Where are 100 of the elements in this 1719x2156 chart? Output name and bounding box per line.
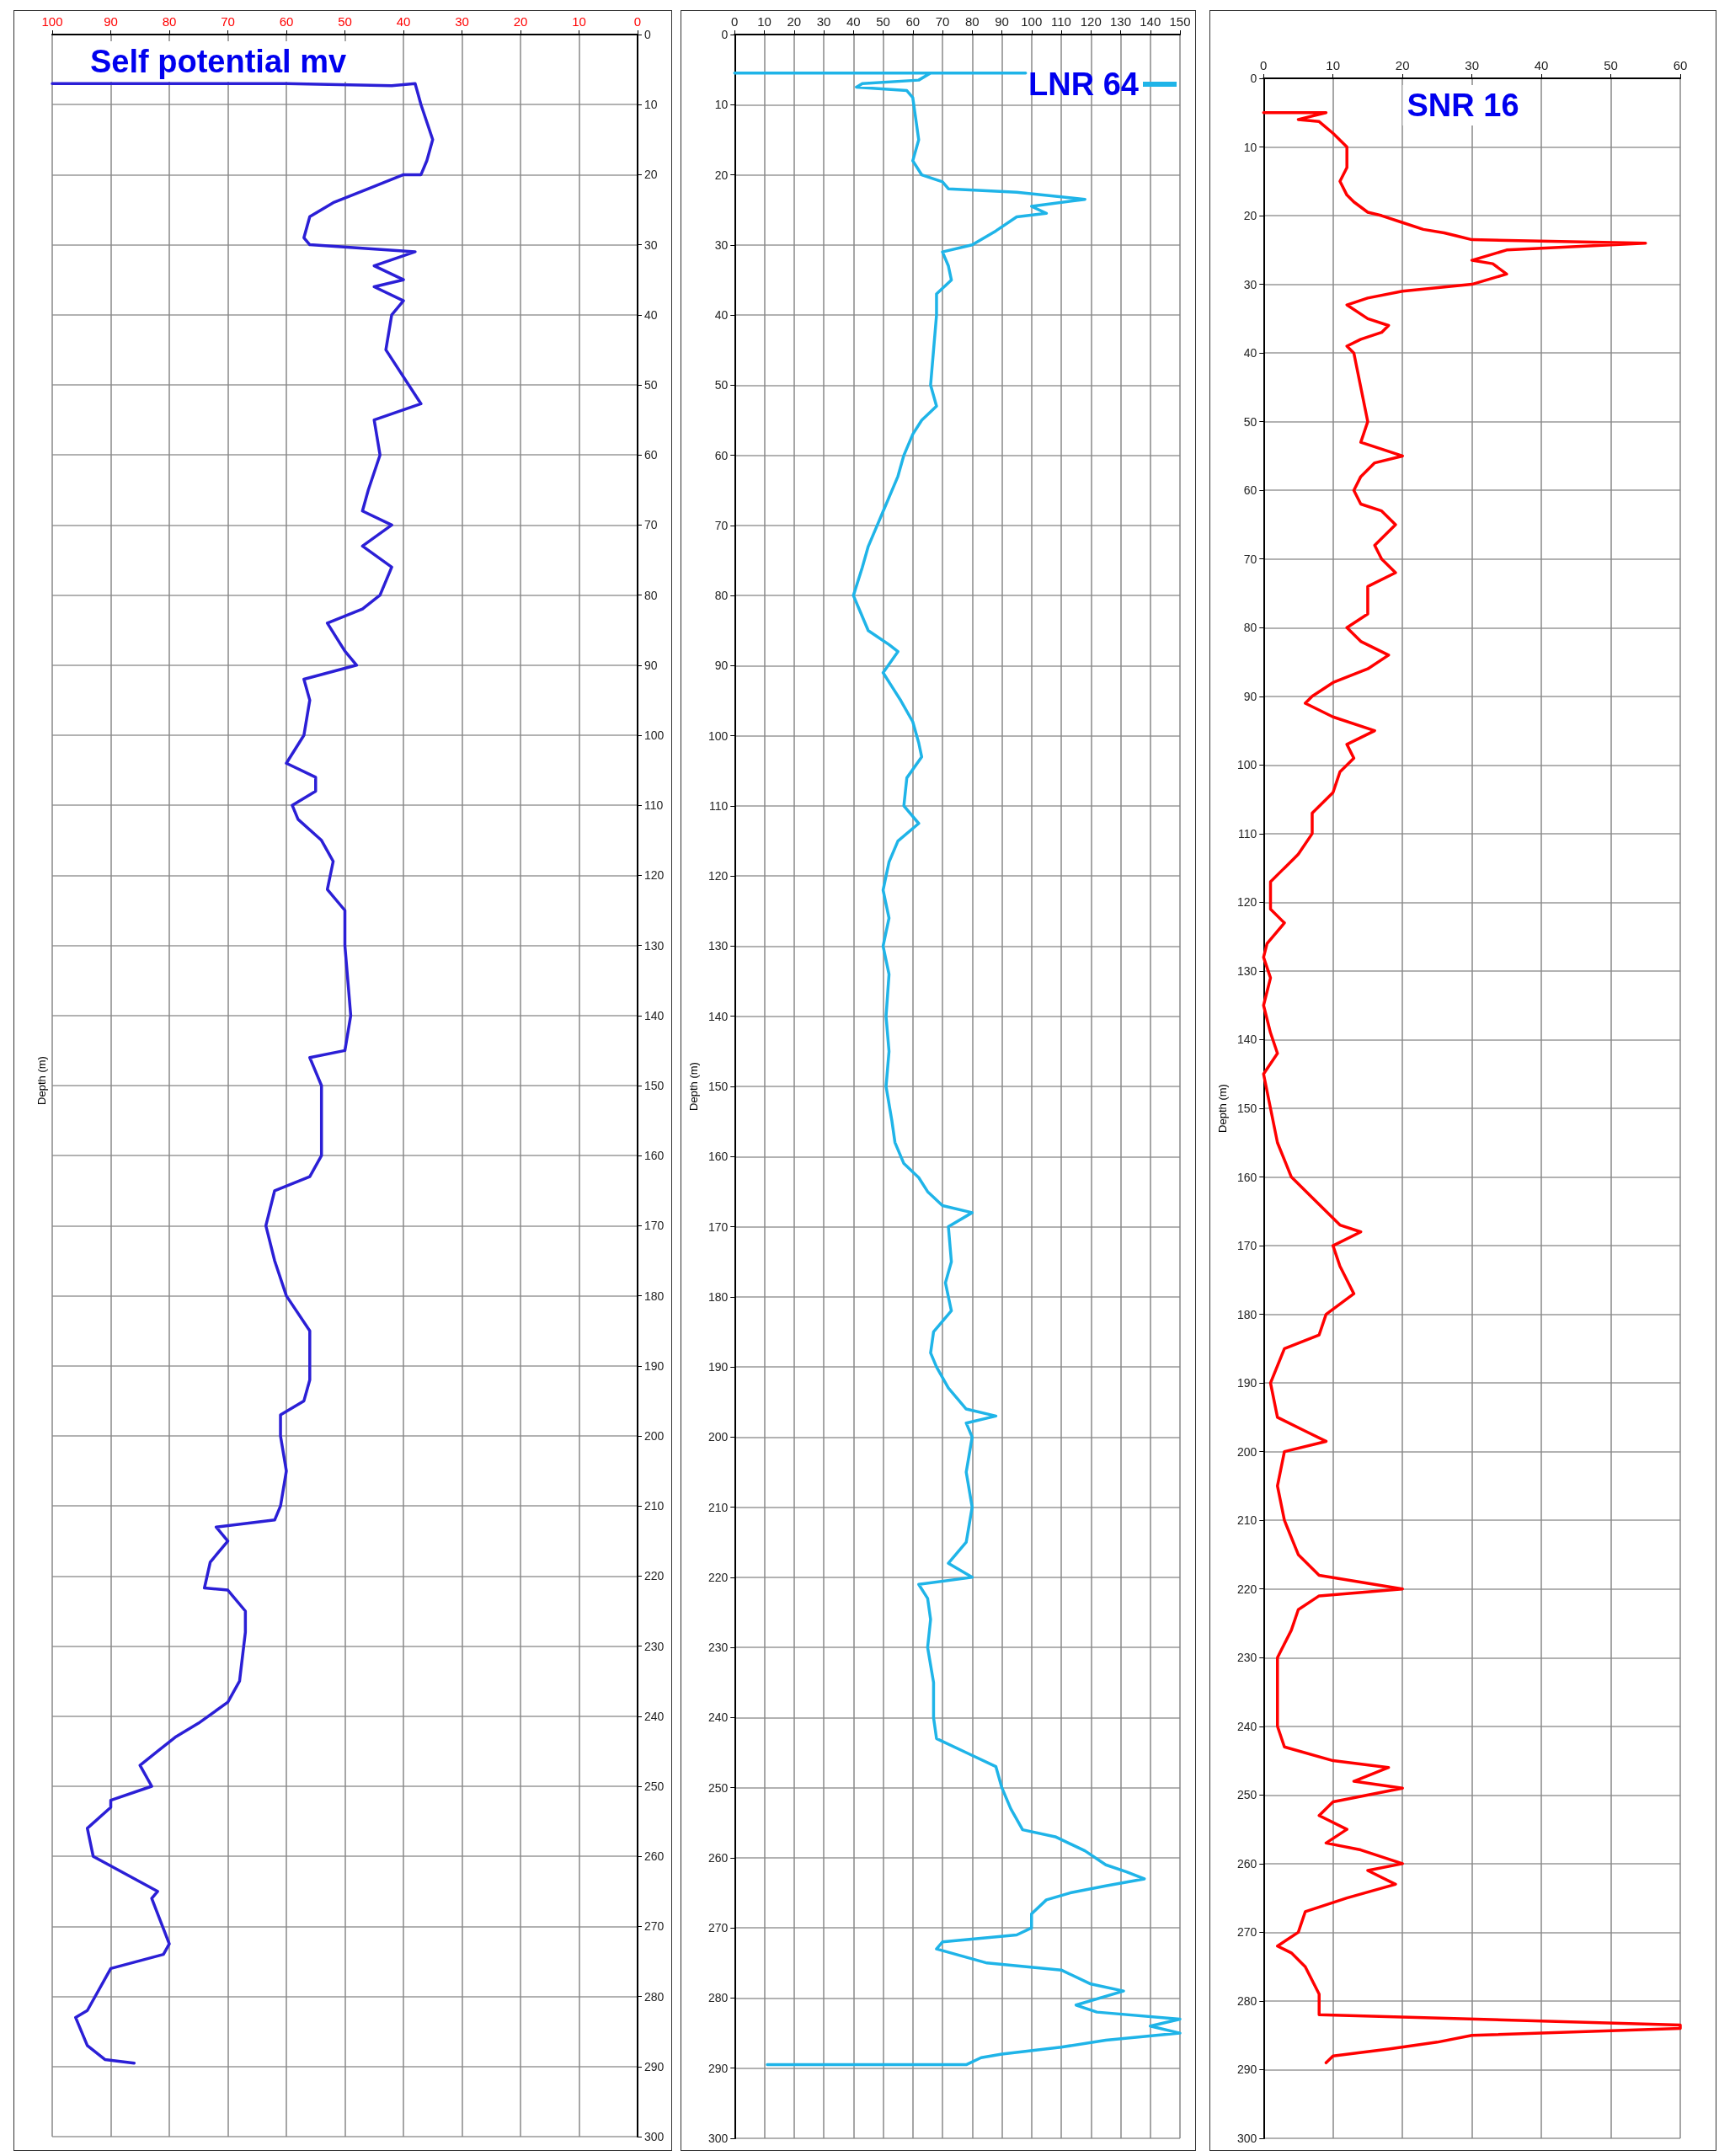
y-tick-label: 200: [707, 1430, 729, 1444]
x-tick-label: 50: [338, 14, 352, 29]
y-tick-label: 80: [714, 589, 729, 603]
y-tick-label: 130: [707, 939, 729, 953]
y-tick-label: 230: [707, 1641, 729, 1655]
x-tick-label: 90: [995, 14, 1009, 29]
x-tick-label: 20: [787, 14, 802, 29]
y-tick-label: 250: [1236, 1788, 1257, 1802]
y-tick-label: 260: [707, 1850, 729, 1865]
chart-title: Self potential mv: [90, 44, 347, 79]
x-tick-label: 70: [221, 14, 235, 29]
y-tick-label: 270: [644, 1919, 665, 1934]
y-tick-label: 50: [1243, 414, 1257, 429]
y-tick-label: 120: [644, 868, 665, 883]
y-tick-label: 260: [644, 1849, 665, 1864]
y-tick-label: 150: [1236, 1102, 1257, 1115]
x-tick-label: 10: [572, 14, 586, 29]
x-tick-label: 130: [1109, 14, 1132, 29]
y-tick-label: 90: [714, 659, 729, 673]
y-tick-label: 50: [714, 378, 729, 392]
y-tick-label: 130: [644, 938, 665, 953]
x-tick-label: 90: [104, 14, 118, 29]
y-tick-label: 190: [707, 1360, 729, 1374]
y-tick-label: 10: [1243, 140, 1257, 154]
y-tick-label: 90: [1243, 689, 1257, 703]
y-tick-label: 30: [1243, 277, 1257, 291]
x-tick-label: 30: [1465, 58, 1479, 72]
x-tick-label: 0: [731, 14, 739, 29]
x-tick-label: 60: [1673, 58, 1688, 72]
x-tick-label: 40: [1534, 58, 1549, 72]
x-tick-label: 10: [1326, 58, 1341, 72]
x-tick-label: 30: [455, 14, 469, 29]
y-tick-label: 90: [644, 658, 658, 672]
y-tick-label: 260: [1236, 1856, 1257, 1870]
y-tick-label: 180: [707, 1289, 729, 1304]
x-tick-label: 0: [633, 14, 642, 29]
y-axis-title: Depth (m): [687, 1062, 700, 1111]
x-tick-label: 150: [1169, 14, 1191, 29]
y-tick-label: 30: [714, 237, 729, 252]
y-tick-label: 180: [1236, 1307, 1257, 1321]
y-tick-label: 80: [644, 588, 658, 602]
y-tick-label: 10: [644, 98, 658, 112]
y-tick-label: 150: [644, 1079, 665, 1092]
y-tick-label: 50: [644, 378, 658, 392]
y-tick-label: 300: [1236, 2132, 1257, 2145]
y-tick-label: 300: [707, 2132, 729, 2145]
x-tick-label: 40: [396, 14, 411, 29]
y-tick-label: 110: [708, 798, 729, 813]
y-tick-label: 210: [1236, 1513, 1257, 1528]
x-tick-label: 80: [964, 14, 980, 29]
y-tick-label: 20: [644, 168, 658, 182]
x-tick-label: 60: [905, 14, 921, 29]
x-tick-label: 100: [1021, 14, 1043, 29]
y-tick-label: 230: [644, 1639, 665, 1653]
x-tick-label: 110: [1051, 14, 1071, 29]
y-tick-label: 190: [644, 1358, 665, 1373]
y-axis-title: Depth (m): [1216, 1084, 1229, 1133]
y-tick-label: 140: [644, 1008, 665, 1022]
y-tick-label: 100: [1236, 758, 1257, 772]
y-tick-label: 220: [1236, 1582, 1257, 1596]
y-tick-label: 240: [1236, 1719, 1257, 1733]
y-tick-label: 240: [644, 1709, 665, 1723]
y-tick-label: 170: [1236, 1239, 1257, 1253]
x-tick-label: 60: [279, 14, 294, 29]
y-tick-label: 70: [644, 518, 658, 532]
y-tick-label: 140: [707, 1009, 729, 1023]
y-tick-label: 20: [1243, 209, 1257, 223]
line-series: [51, 82, 435, 2065]
y-tick-label: 210: [707, 1500, 729, 1514]
legend-label: LNR 64: [1028, 67, 1139, 102]
y-tick-label: 110: [644, 798, 664, 813]
y-tick-label: 0: [721, 28, 729, 41]
x-tick-label: 0: [1260, 58, 1268, 72]
chart-title: SNR 16: [1407, 88, 1519, 123]
y-tick-label: 40: [1243, 346, 1257, 360]
x-tick-label: 50: [876, 14, 890, 29]
y-tick-label: 40: [714, 308, 729, 323]
y-tick-label: 120: [707, 869, 729, 883]
y-tick-label: 100: [707, 728, 729, 743]
y-tick-label: 230: [1236, 1651, 1257, 1665]
y-tick-label: 290: [644, 2059, 665, 2073]
y-tick-label: 280: [707, 1991, 729, 2005]
y-tick-label: 200: [1236, 1444, 1257, 1459]
x-tick-label: 120: [1080, 14, 1102, 29]
y-tick-label: 70: [714, 518, 729, 532]
y-tick-label: 130: [1236, 963, 1257, 978]
y-tick-label: 190: [1236, 1376, 1257, 1390]
y-tick-label: 60: [714, 448, 729, 462]
y-tick-label: 120: [1236, 895, 1257, 910]
x-tick-label: 10: [757, 14, 771, 29]
y-tick-label: 270: [707, 1921, 729, 1935]
y-tick-label: 20: [714, 168, 729, 182]
y-tick-label: 290: [707, 2061, 729, 2075]
y-tick-label: 170: [644, 1219, 665, 1233]
x-tick-label: 140: [1140, 14, 1161, 29]
y-tick-label: 30: [644, 237, 658, 252]
y-tick-label: 210: [644, 1499, 665, 1513]
y-tick-label: 60: [1243, 483, 1257, 498]
y-tick-label: 170: [707, 1219, 729, 1234]
y-tick-label: 10: [714, 98, 729, 112]
